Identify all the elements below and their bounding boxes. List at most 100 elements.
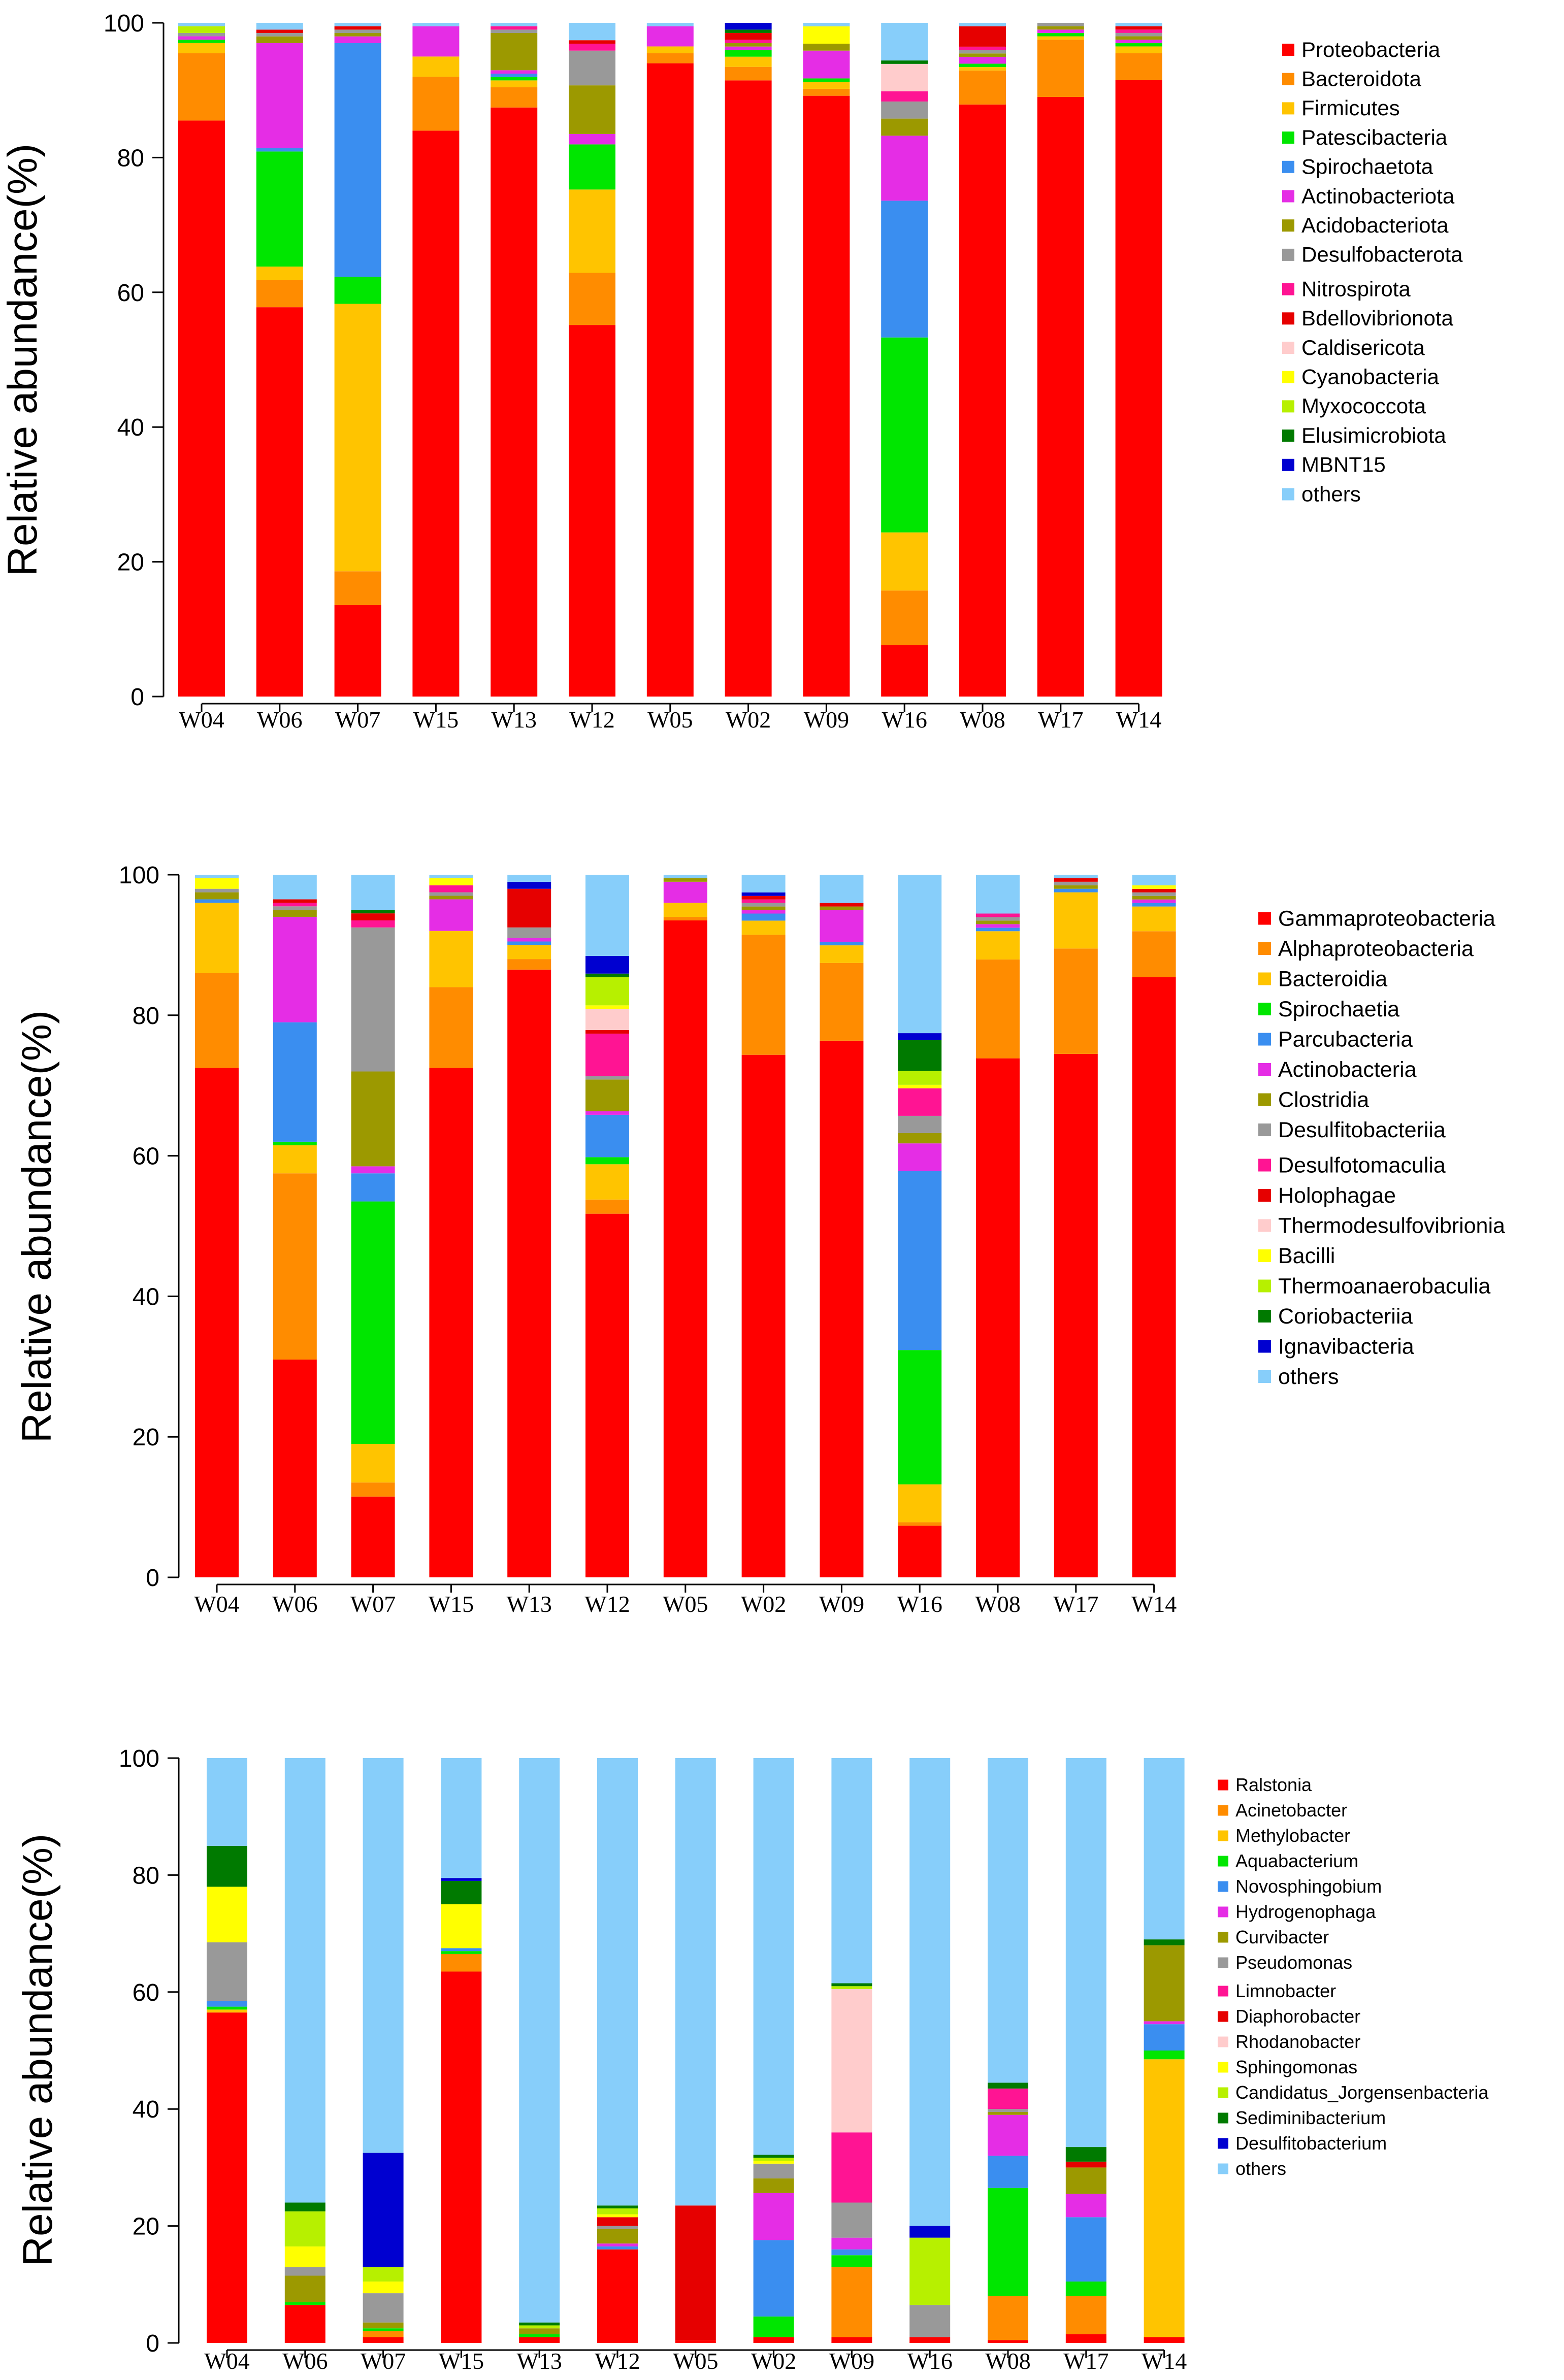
bar-stack-w12 [569,23,615,697]
bar-w16-candidatus-jorgensenbacteria [909,2237,951,2305]
bar-w08-clostridia [976,920,1020,924]
legend-label-desulfitobacterium: Desulfitobacterium [1235,2133,1387,2154]
bar-w14-others [1132,875,1176,885]
legend-label-thermoanaerobaculia: Thermoanaerobaculia [1278,1274,1490,1298]
bar-w08-curvibacter [988,2111,1028,2115]
bar-w04-desulfitobacteriia [195,888,239,892]
bar-w07-others [334,23,381,26]
x-tick-label-w17: W17 [1063,2348,1109,2374]
bar-w09-acinetobacter [831,2267,872,2337]
legend-swatch-proteobacteria [1282,44,1294,56]
legend-label-ignavibacteria: Ignavibacteria [1278,1334,1414,1359]
bar-w12-actinobacteriota [569,134,615,145]
bar-w16-bacteroidota [881,590,928,645]
bar-w02-ralstonia [753,2337,794,2343]
bar-stack-w16 [898,875,942,1577]
legend-swatch-novosphingobium [1218,1881,1228,1892]
bar-w07-gammaproteobacteria [351,1496,395,1577]
legend-label-mbnt15: MBNT15 [1301,453,1386,477]
bar-stack-w07 [363,1758,404,2343]
bar-w13-actinobacteriota [491,70,538,74]
legend-label-ralstonia: Ralstonia [1235,1774,1312,1795]
bar-w09-hydrogenophaga [831,2237,872,2250]
bar-w12-bdellovibrionota [569,40,615,44]
legend-swatch-ignavibacteria [1258,1340,1271,1353]
bar-w04-pseudomonas [207,1942,247,2001]
bar-w02-mbnt15 [725,23,772,30]
bar-w06-clostridia [273,910,317,917]
bar-w08-gammaproteobacteria [976,1058,1020,1577]
bar-w16-acidobacteriota [881,118,928,136]
legend-swatch-alphaproteobacteria [1258,942,1271,955]
bar-w02-curvibacter [753,2178,794,2193]
legend-swatch-holophagae [1258,1189,1271,1202]
bar-w07-alphaproteobacteria [351,1482,395,1497]
bar-w02-acidobacteriota [725,43,772,47]
legend-swatch-limnobacter [1218,1986,1228,1997]
legend-label-myxococcota: Myxococcota [1301,394,1426,418]
bar-w09-proteobacteria [803,95,850,697]
bar-w13-others [519,1758,560,2323]
bar-w06-patescibacteria [256,151,303,267]
legend-swatch-bacteroidota [1282,73,1294,85]
bar-w13-proteobacteria [491,107,538,697]
bar-w06-bacteroidia [273,1145,317,1174]
bar-w13-others [507,875,551,882]
legend-label-diaphorobacter: Diaphorobacter [1235,2006,1360,2027]
y-tick-label: 60 [117,280,144,307]
bar-w09-acidobacteriota [803,44,850,51]
bar-w07-spirochaetota [334,43,381,277]
legend-swatch-actinobacteria [1258,1063,1271,1076]
bar-w04-patescibacteria [178,40,225,43]
legend-label-spirochaetota: Spirochaetota [1301,155,1433,179]
bar-w17-others [1054,875,1098,878]
bar-w07-desulfitobacteriia [351,927,395,1072]
bar-w08-desulfotomaculia [976,913,1020,917]
bar-w14-alphaproteobacteria [1132,931,1176,977]
x-tick-label-w08: W08 [985,2348,1030,2374]
bar-w06-gammaproteobacteria [273,1359,317,1577]
bar-w14-others [1115,23,1162,26]
bar-w08-desulfitobacteriia [976,917,1020,921]
legend-label-alphaproteobacteria: Alphaproteobacteria [1278,937,1474,961]
x-tick-label-w05: W05 [663,1591,708,1617]
bar-w12-acidobacteriota [569,85,615,134]
bar-w05-bacteroidota [646,53,694,63]
bar-w12-others [585,875,629,956]
bar-w04-firmicutes [178,43,225,53]
legend-label-desulfotomaculia: Desulfotomaculia [1278,1153,1446,1177]
x-tick-label-w04: W04 [194,1591,239,1617]
x-tick-label-w09: W09 [829,2348,874,2374]
legend-swatch-others [1282,488,1294,501]
bar-stack-w02 [741,875,786,1577]
bar-w16-bacteroidia [898,1484,942,1523]
x-tick-label-w02: W02 [726,707,771,733]
bar-w08-sediminibacterium [988,2082,1028,2089]
bar-w14-bacilli [1132,885,1176,889]
bar-w17-hydrogenophaga [1065,2194,1106,2218]
bar-w12-alphaproteobacteria [585,1199,629,1214]
bar-w17-firmicutes [1037,36,1084,40]
bar-w02-proteobacteria [725,80,772,697]
bar-w02-alphaproteobacteria [741,935,786,1055]
bar-w05-bacteroidia [663,903,707,917]
bar-w14-bacteroidia [1132,906,1176,932]
bar-w08-others [976,875,1020,914]
bar-w06-others [284,1758,325,2203]
bar-w17-holophagae [1054,878,1098,882]
bar-w02-actinobacteriota [725,46,772,50]
x-tick-label-w16: W16 [907,2348,952,2374]
x-tick-label-w13: W13 [506,1591,551,1617]
bar-w07-clostridia [351,1071,395,1167]
bar-w16-coriobacteriia [898,1040,942,1071]
bar-w08-nitrospirota [959,46,1006,50]
bar-w12-desulfobacterota [569,50,615,86]
bar-w13-others [491,23,538,26]
legend-swatch-aquabacterium [1218,1856,1228,1867]
bar-w13-holophagae [507,888,551,928]
bar-w09-actinobacteria [820,910,864,942]
legend-label-sphingomonas: Sphingomonas [1235,2057,1357,2077]
bar-w16-alphaproteobacteria [898,1522,942,1526]
bar-stack-w13 [507,875,551,1577]
bar-w15-desulfitobacteriia [429,892,473,896]
